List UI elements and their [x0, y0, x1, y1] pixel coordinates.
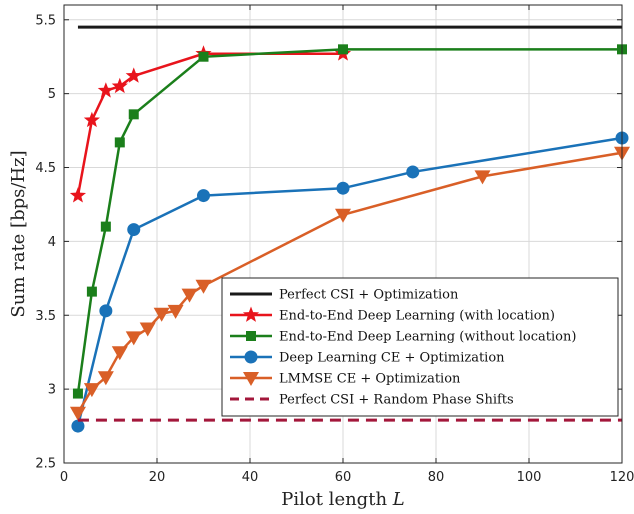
- data-point: [139, 322, 156, 337]
- legend-entry-label: Perfect CSI + Optimization: [279, 288, 459, 303]
- x-tick-label: 40: [242, 470, 259, 485]
- data-point: [153, 307, 170, 322]
- legend-entry-label: End-to-End Deep Learning (with location): [279, 309, 555, 324]
- legend-swatch-marker: [243, 372, 259, 386]
- data-point: [83, 383, 100, 398]
- data-point: [335, 208, 351, 223]
- legend: Perfect CSI + Optimization End-to-End Dee…: [221, 277, 619, 417]
- series-line: [76, 48, 622, 394]
- data-point: [69, 187, 87, 203]
- data-point: [83, 111, 100, 128]
- data-point: [198, 51, 209, 62]
- x-axis-label: Pilot length L: [281, 489, 404, 510]
- axis-ticks: 0 20 40 60 80 100 120 2.5 3 3.5 4 4.5 5 5.5: [35, 5, 634, 485]
- data-point: [167, 304, 184, 319]
- series-4: [69, 146, 630, 421]
- legend-entry-label: Deep Learning CE + Optimization: [279, 351, 505, 366]
- data-point: [97, 371, 114, 386]
- data-point: [125, 331, 142, 346]
- data-point: [111, 77, 128, 94]
- legend-entry-label: LMMSE CE + Optimization: [279, 372, 461, 387]
- x-tick-label: 60: [335, 470, 352, 485]
- y-tick-label: 5.5: [35, 13, 56, 28]
- y-tick-label: 4: [48, 235, 56, 250]
- y-tick-label: 2.5: [35, 457, 56, 472]
- data-point: [406, 165, 420, 179]
- legend-swatch-marker: [244, 350, 258, 364]
- series-layer: [69, 25, 630, 433]
- series-3: [71, 131, 629, 433]
- data-point: [181, 288, 198, 303]
- x-tick-label: 100: [517, 470, 542, 485]
- data-point: [127, 223, 141, 237]
- y-tick-label: 4.5: [35, 161, 56, 176]
- data-point: [338, 44, 348, 55]
- legend-box: [221, 277, 619, 417]
- data-point: [100, 221, 111, 232]
- data-point: [99, 304, 113, 318]
- data-point: [97, 82, 114, 98]
- legend-entry-label: End-to-End Deep Learning (without locati…: [279, 330, 576, 345]
- x-axis-label-text: Pilot length: [281, 489, 387, 510]
- legend-swatch-marker: [246, 331, 256, 341]
- y-axis-label: Sum rate [bps/Hz]: [8, 150, 29, 317]
- data-point: [111, 346, 128, 361]
- y-tick-label: 3: [48, 383, 56, 398]
- x-tick-label: 120: [610, 470, 634, 485]
- data-point: [474, 170, 491, 185]
- data-point: [114, 137, 125, 148]
- y-tick-label: 5: [48, 87, 56, 102]
- legend-entry-label: Perfect CSI + Random Phase Shifts: [279, 393, 514, 408]
- data-point: [128, 109, 139, 120]
- legend-swatch-marker: [242, 306, 260, 322]
- x-tick-label: 20: [149, 470, 166, 485]
- x-tick-label: 80: [428, 470, 445, 485]
- data-point: [125, 67, 142, 83]
- x-tick-label: 0: [60, 470, 68, 485]
- x-axis-label-variable: L: [392, 489, 405, 510]
- data-point: [86, 286, 97, 297]
- y-tick-label: 3.5: [35, 309, 56, 324]
- data-point: [197, 189, 210, 203]
- data-point: [72, 388, 83, 399]
- data-point: [69, 406, 86, 421]
- data-point: [336, 181, 350, 195]
- data-point: [195, 279, 212, 294]
- data-point: [71, 419, 85, 433]
